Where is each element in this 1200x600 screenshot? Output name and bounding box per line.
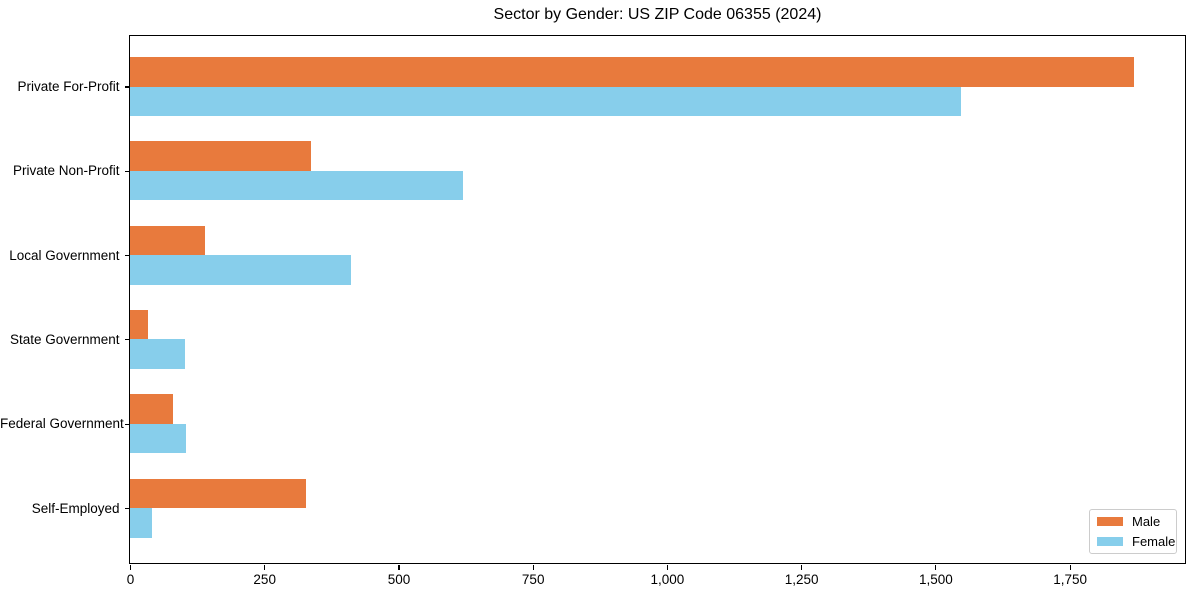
legend-swatch-male bbox=[1097, 517, 1123, 526]
x-tick-mark bbox=[129, 565, 132, 570]
y-tick-mark bbox=[124, 170, 129, 172]
legend-item-female: Female bbox=[1097, 535, 1175, 548]
y-tick-label: Private Non-Profit bbox=[12, 163, 120, 179]
x-tick-label: 1,000 bbox=[650, 571, 685, 587]
y-tick-mark bbox=[124, 507, 129, 510]
x-tick-mark bbox=[801, 565, 803, 570]
bar-male-state-government bbox=[130, 309, 149, 340]
bar-male-federal-government bbox=[130, 394, 173, 424]
y-tick-label: Local Government bbox=[9, 247, 120, 263]
x-tick-mark bbox=[398, 565, 400, 570]
bar-female-private-for-profit bbox=[130, 86, 962, 116]
bar-female-local-government bbox=[130, 255, 351, 285]
x-tick-mark bbox=[935, 565, 937, 570]
y-tick-label: Federal Government bbox=[0, 416, 124, 432]
bar-male-self-employed bbox=[130, 478, 307, 508]
x-tick-label: 0 bbox=[126, 571, 135, 587]
legend-label-male: Male bbox=[1132, 514, 1161, 529]
bar-male-private-for-profit bbox=[130, 57, 1135, 87]
y-tick-label: State Government bbox=[9, 331, 120, 347]
x-tick-label: 1,250 bbox=[784, 571, 819, 587]
x-tick-label: 1,500 bbox=[918, 571, 953, 587]
y-tick-mark bbox=[124, 86, 129, 88]
x-tick-mark bbox=[264, 565, 266, 570]
legend-item-male: Male bbox=[1097, 515, 1169, 528]
bar-male-private-non-profit bbox=[130, 141, 311, 171]
legend: Male Female bbox=[1089, 509, 1177, 554]
y-tick-label: Self-Employed bbox=[31, 500, 120, 516]
bar-female-federal-government bbox=[130, 423, 186, 454]
x-tick-label: 500 bbox=[387, 571, 411, 587]
bar-female-self-employed bbox=[130, 508, 152, 538]
plot-area: Male Female bbox=[129, 35, 1186, 564]
x-tick-label: 1,750 bbox=[1053, 571, 1087, 587]
bar-female-private-non-profit bbox=[130, 170, 463, 201]
y-tick-mark bbox=[124, 339, 129, 341]
x-tick-mark bbox=[666, 565, 668, 570]
x-tick-label: 250 bbox=[253, 571, 276, 587]
y-tick-label: Private For-Profit bbox=[17, 79, 120, 94]
bar-male-local-government bbox=[130, 225, 206, 256]
x-tick-label: 750 bbox=[521, 571, 545, 587]
y-tick-mark bbox=[124, 255, 129, 257]
bar-female-state-government bbox=[130, 339, 185, 369]
y-tick-mark bbox=[124, 423, 129, 425]
chart-title: Sector by Gender: US ZIP Code 06355 (202… bbox=[493, 6, 822, 23]
x-tick-mark bbox=[532, 565, 534, 570]
legend-label-female: Female bbox=[1132, 534, 1176, 549]
x-tick-mark bbox=[1069, 565, 1071, 570]
legend-swatch-female bbox=[1097, 537, 1123, 546]
